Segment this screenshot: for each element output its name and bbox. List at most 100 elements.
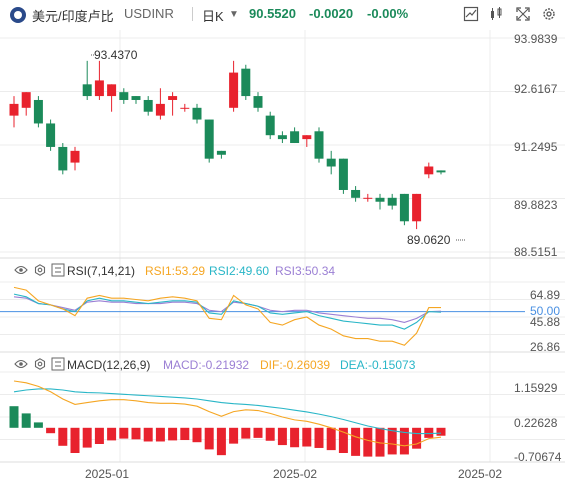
rsi-title: RSI(7,14,21): [67, 264, 136, 278]
candle-body: [277, 135, 287, 140]
gear-icon[interactable]: [34, 358, 46, 373]
candle-body: [180, 107, 190, 109]
candle-body: [192, 107, 202, 120]
price-axis-label: 91.2495: [514, 140, 558, 154]
candle-body: [94, 80, 104, 97]
rsi2-value: RSI2:49.60: [209, 264, 270, 278]
time-axis-label: 2025-02: [273, 467, 318, 481]
rsi-axis-label: 64.89: [530, 288, 561, 302]
macd-histogram-bar: [229, 427, 239, 444]
macd-histogram-bar: [302, 427, 312, 447]
macd-histogram-bar: [424, 427, 434, 438]
macd-axis-label: -0.70674: [514, 450, 562, 464]
drag-handle-icon[interactable]: [51, 263, 65, 280]
chart-settings-icon[interactable]: [463, 6, 479, 22]
price-change: -0.0020: [309, 6, 354, 21]
indicator-icon[interactable]: [489, 6, 505, 22]
candle-body: [253, 96, 263, 108]
macd-histogram-bar: [290, 427, 300, 448]
price-change-percent: -0.00%: [367, 6, 409, 21]
candle-body: [351, 189, 361, 198]
symbol-code: USDINR: [124, 6, 174, 21]
candle-body: [21, 92, 31, 108]
chart-header: 美元/印度卢比 USDINR 日K ▼ 90.5520 -0.0020 -0.0…: [0, 0, 565, 28]
macd-histogram-bar: [363, 427, 373, 457]
candle-body: [82, 84, 92, 97]
candle-body: [46, 123, 56, 147]
candle-body: [204, 119, 214, 159]
macd-axis-label: 1.15929: [514, 381, 558, 395]
macd-histogram-bar: [58, 427, 68, 446]
macd-histogram-bar: [94, 427, 104, 444]
macd-histogram-bar: [168, 427, 178, 441]
macd-histogram-bar: [180, 427, 190, 441]
dea-line: [13, 388, 442, 435]
settings-icon[interactable]: [541, 6, 557, 22]
macd-histogram-bar: [253, 427, 263, 438]
candle-body: [399, 193, 409, 222]
chevron-down-icon[interactable]: ▼: [229, 9, 239, 20]
macd-histogram-bar: [338, 427, 348, 453]
time-axis-label: 2025-02: [458, 467, 503, 481]
rsi-axis-label: 26.86: [530, 340, 561, 354]
candle-body: [290, 131, 300, 144]
macd-histogram-bar: [241, 427, 251, 439]
macd-histogram-bar: [265, 427, 275, 441]
macd-histogram-bar: [387, 427, 397, 455]
rsi-axis-label: 45.88: [530, 315, 561, 329]
time-axis-label: 2025-01: [85, 467, 130, 481]
macd-histogram-bar: [70, 427, 80, 453]
rsi-axis-label: 50.00: [530, 304, 561, 318]
macd-histogram-bar: [351, 427, 361, 456]
candle-body: [265, 115, 275, 136]
macd-histogram-bar: [204, 427, 214, 450]
candle-body: [387, 197, 397, 206]
macd-histogram-bar: [277, 427, 287, 446]
macd-histogram-bar: [33, 422, 43, 428]
candle-body: [338, 158, 348, 190]
macd-histogram-bar: [314, 427, 324, 448]
candle-body: [241, 68, 251, 97]
rsi1-line: [13, 286, 441, 346]
macd-histogram-bar: [131, 427, 141, 440]
currency-flag-icon: [10, 7, 26, 23]
macd-histogram-bar: [82, 427, 92, 448]
macd-title: MACD(12,26,9): [67, 358, 151, 372]
price-axis-label: 92.6167: [514, 82, 558, 96]
dif-value: DIF:-0.26039: [260, 358, 331, 372]
low-annotation: 89.0620: [407, 233, 451, 247]
macd-histogram-bar: [9, 406, 19, 428]
candle-body: [131, 96, 141, 100]
macd-histogram-bar: [375, 427, 385, 457]
macd-histogram-bar: [119, 427, 129, 439]
macd-value: MACD:-0.21932: [163, 358, 250, 372]
candle-body: [229, 72, 239, 108]
candle-body: [155, 103, 165, 116]
drag-handle-icon[interactable]: [51, 357, 65, 374]
header-divider: [192, 7, 193, 21]
macd-histogram-bar: [143, 427, 153, 442]
macd-axis-label: 0.22628: [514, 416, 558, 430]
candle-body: [70, 150, 80, 163]
gear-icon[interactable]: [34, 264, 46, 279]
candle-body: [107, 84, 117, 97]
candle-body: [58, 146, 68, 171]
price-axis-label: 93.9839: [514, 32, 558, 46]
candle-body: [326, 158, 336, 167]
period-selector[interactable]: 日K: [202, 9, 224, 24]
price-axis-label: 89.8823: [514, 198, 558, 212]
candle-body: [143, 99, 153, 112]
macd-histogram-bar: [107, 427, 117, 441]
candle-body: [9, 103, 19, 116]
macd-histogram-bar: [21, 413, 31, 428]
eye-icon[interactable]: [14, 358, 28, 373]
macd-histogram-bar: [155, 427, 165, 442]
pair-name: 美元/印度卢比: [32, 9, 114, 24]
macd-histogram-bar: [436, 427, 446, 436]
candle-body: [436, 170, 446, 173]
eye-icon[interactable]: [14, 264, 28, 279]
candle-body: [168, 96, 178, 100]
fullscreen-icon[interactable]: [515, 6, 531, 22]
candle-body: [302, 135, 312, 140]
